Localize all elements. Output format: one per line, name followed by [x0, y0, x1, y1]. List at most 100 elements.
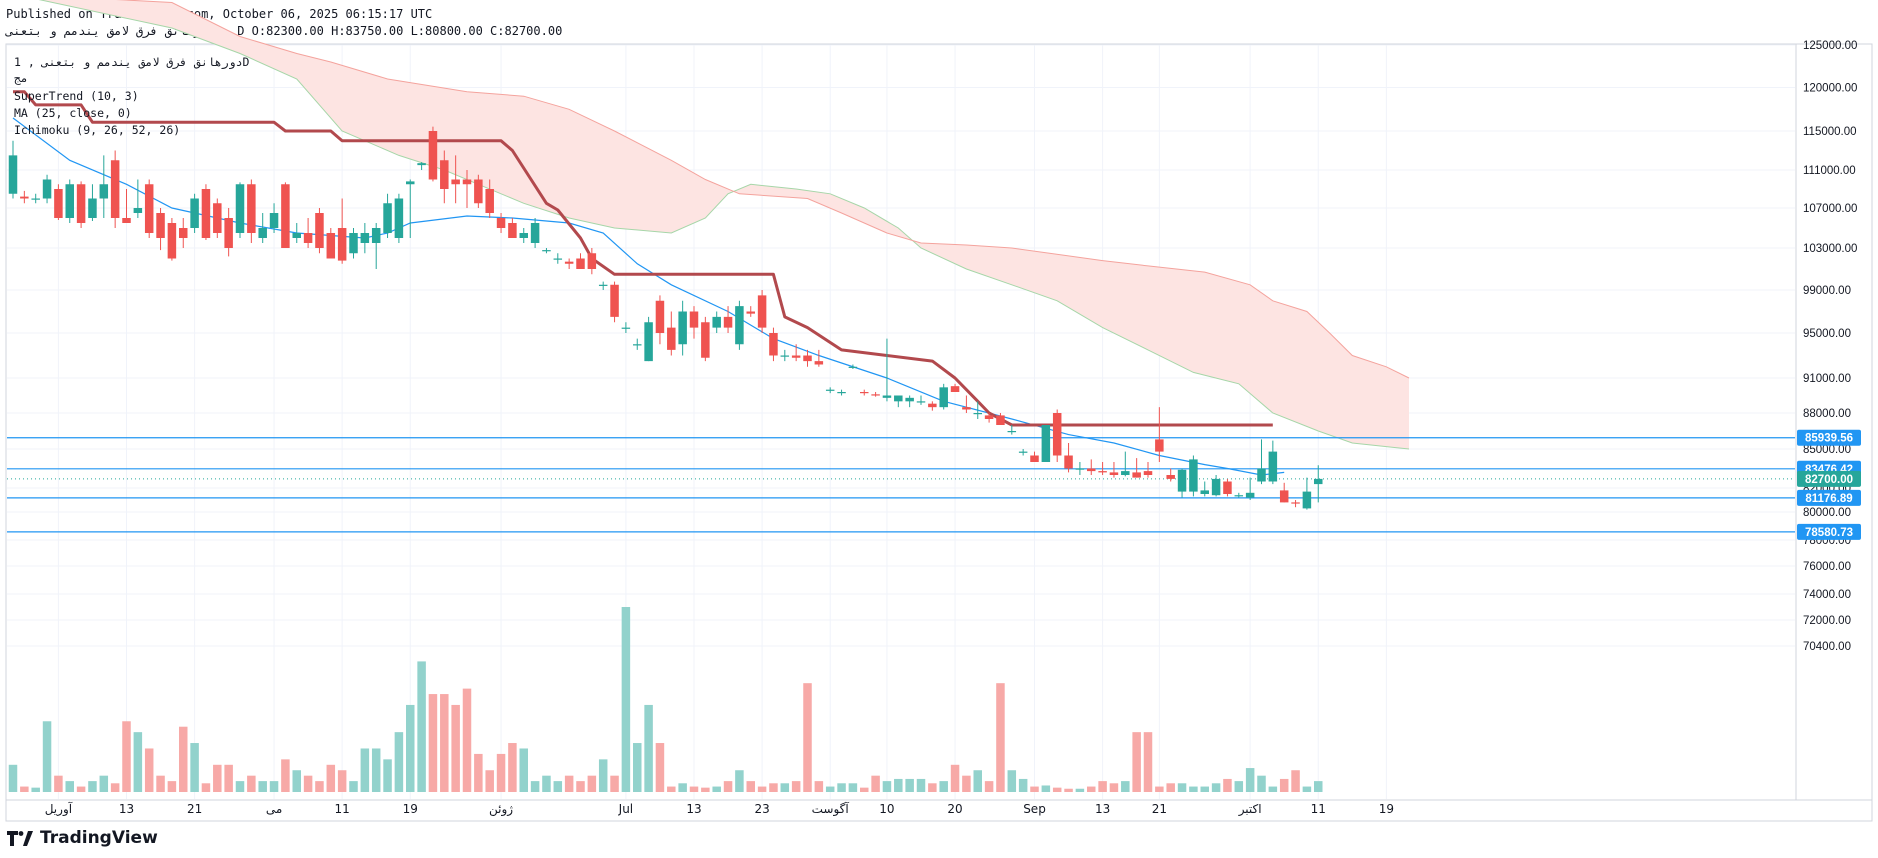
candle-body	[1234, 495, 1244, 497]
legend-ichimoku[interactable]: Ichimoku (9, 26, 52, 26)	[14, 123, 181, 137]
candle-body	[984, 415, 994, 419]
tradingview-brand[interactable]: TradingView	[6, 828, 158, 848]
volume-bar	[1211, 783, 1221, 792]
time-tick-label: Jul	[618, 802, 633, 816]
senkou-span-a	[38, 0, 1410, 450]
price-tick-label: 107000.00	[1803, 203, 1857, 215]
candle-body	[1314, 478, 1323, 485]
candle-body	[122, 218, 131, 223]
volume-bar	[156, 775, 165, 792]
candle-body	[564, 261, 574, 264]
time-tick-label: 23	[754, 802, 769, 816]
candle-body	[1279, 490, 1289, 503]
supertrend-line	[13, 90, 1273, 427]
candle-body	[882, 395, 892, 398]
volume-bar	[110, 783, 120, 792]
candle-body	[1007, 431, 1017, 433]
volume-bar	[428, 694, 438, 792]
candle-body	[167, 223, 177, 259]
volume-bar	[882, 781, 892, 792]
candle-body	[633, 344, 642, 346]
candle-body	[598, 284, 608, 286]
candle-body	[224, 218, 233, 248]
price-tick-label: 72000.00	[1803, 615, 1851, 627]
volume-bar	[190, 743, 199, 792]
volume-bar	[689, 786, 699, 792]
candle-body	[269, 213, 279, 228]
volume-bar	[916, 778, 926, 792]
volume-bar	[8, 764, 18, 792]
time-tick-label: 13	[119, 802, 134, 816]
candle-body	[451, 179, 460, 185]
volume-bar	[1064, 788, 1073, 792]
chart-pane-border	[5, 43, 1873, 822]
candle-body	[31, 198, 40, 200]
candle-body	[928, 403, 937, 408]
price-tick-label: 85000.00	[1803, 444, 1851, 456]
candle-body	[76, 184, 86, 223]
candle-body	[542, 250, 551, 252]
candle-body	[190, 198, 199, 228]
volume-bar	[247, 775, 256, 792]
volume-bar	[1245, 768, 1255, 792]
volume-bar	[417, 661, 426, 792]
volume-bar	[326, 764, 336, 792]
price-tick-label: 70400.00	[1803, 641, 1851, 653]
time-tick-label: 13	[686, 802, 701, 816]
candle-body	[667, 327, 676, 350]
volume-bar	[939, 781, 948, 792]
price-tick-label: 111000.00	[1803, 165, 1856, 177]
volume-bar	[31, 787, 40, 792]
price-tick-label: 95000.00	[1803, 328, 1851, 340]
time-tick-label: اکتبر	[1238, 802, 1262, 817]
candle-body	[916, 401, 926, 403]
volume-bars	[8, 607, 1323, 792]
volume-bar	[1007, 770, 1017, 792]
legend-supertrend[interactable]: SuperTrend (10, 3)	[14, 89, 139, 103]
candle-body	[440, 160, 449, 189]
volume-bar	[667, 786, 676, 792]
volume-bar	[723, 781, 733, 792]
candle-body	[1075, 468, 1085, 470]
volume-bar	[1279, 778, 1289, 792]
volume-bar	[122, 721, 131, 792]
candle-body	[939, 387, 948, 408]
volume-bar	[235, 781, 245, 792]
candle-body	[576, 258, 585, 269]
price-tick-label: 99000.00	[1803, 285, 1851, 297]
candle-body	[474, 179, 483, 204]
volume-bar	[610, 775, 619, 792]
volume-bar	[1109, 783, 1119, 792]
time-tick-label: ژوئن	[489, 802, 513, 817]
volume-bar	[76, 786, 86, 792]
price-tick-label: 80000.00	[1803, 507, 1851, 519]
volume-bar	[508, 743, 517, 792]
volume-bar	[553, 781, 563, 792]
tradingview-logo-icon	[7, 831, 33, 846]
legend-ma[interactable]: MA (25, close, 0)	[14, 106, 132, 120]
candle-body	[644, 322, 653, 362]
candle-body	[587, 253, 597, 269]
candle-body	[1302, 491, 1312, 509]
volume-bar	[996, 683, 1005, 792]
time-tick-label: 20	[947, 802, 962, 816]
candle-body	[496, 218, 506, 228]
candle-body	[610, 284, 619, 317]
candle-body	[1018, 451, 1028, 453]
volume-bar	[269, 781, 279, 792]
candle-body	[1200, 490, 1209, 494]
candle-body	[530, 223, 540, 243]
volume-bar	[406, 704, 415, 792]
time-tick-label: 10	[879, 802, 894, 816]
volume-bar	[258, 781, 267, 792]
candle-body	[485, 189, 494, 213]
volume-bar	[519, 748, 528, 792]
volume-bar	[814, 781, 824, 792]
volume-bar	[451, 704, 460, 792]
candle-body	[996, 415, 1005, 425]
volume-bar	[871, 775, 880, 792]
kumo-fill	[41, 0, 1409, 449]
candle-body	[746, 311, 755, 314]
